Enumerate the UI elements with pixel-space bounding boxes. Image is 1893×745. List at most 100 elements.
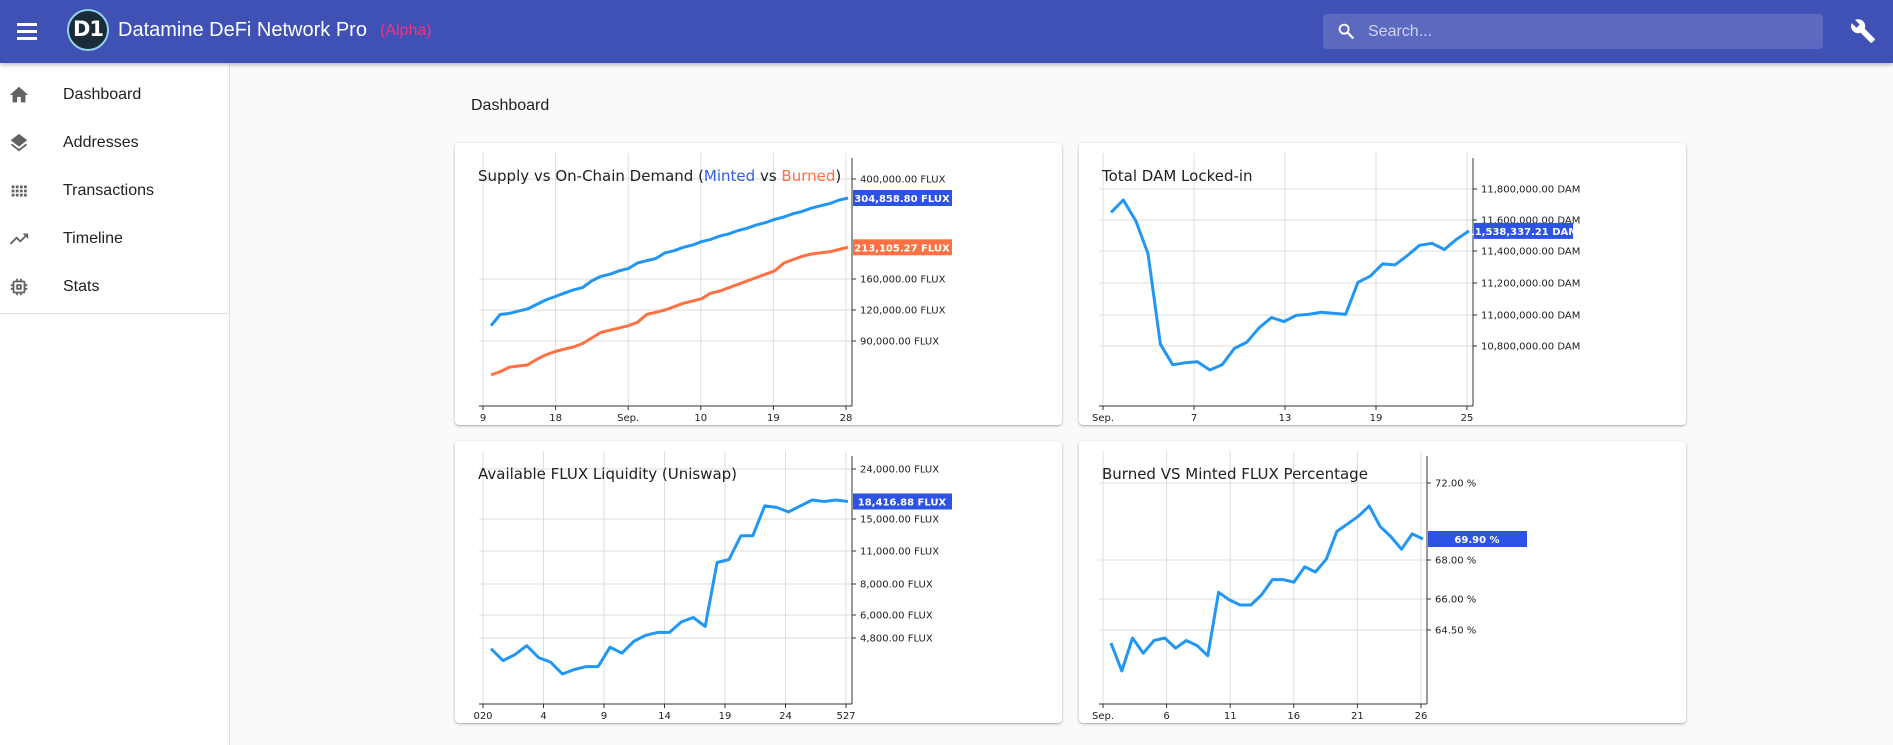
x-tick-label: 11 — [1224, 711, 1237, 722]
y-tick-label: 90,000.00 FLUX — [860, 337, 939, 348]
nav-item-stats[interactable]: Stats — [0, 263, 229, 311]
dam-locked-chart: Sep. 7 13 19 25 11,800,000.00 DAM 11,600,000.0… — [1092, 153, 1580, 424]
app-logo[interactable]: D1 — [67, 9, 109, 51]
chart-title-burned: Burned — [781, 167, 835, 185]
last-value-label: 304,858.80 FLUX — [854, 194, 950, 205]
search-input[interactable] — [1368, 14, 1808, 49]
y-tick-label: 64.50 % — [1435, 626, 1476, 637]
last-value-badge-bg — [1474, 222, 1573, 239]
x-tick-label: 28 — [840, 413, 853, 424]
last-value-badge-bg — [853, 190, 952, 206]
last-value-badge: 304,858.80 FLUX — [853, 190, 952, 206]
chip-icon — [10, 278, 28, 296]
last-value-label: 11,538,337.21 DAM — [1468, 227, 1578, 238]
series-line-value — [1109, 504, 1424, 673]
last-value-badge-bg — [853, 493, 952, 510]
x-tick-label: Sep. — [1092, 711, 1114, 722]
y-tick-label: 68.00 % — [1435, 556, 1476, 567]
last-value-label: 18,416.88 FLUX — [858, 497, 947, 508]
nav-item-label: Stats — [63, 278, 100, 295]
x-tick-label: 13 — [1279, 413, 1292, 424]
x-tick-label: 16 — [1287, 711, 1300, 722]
supply-demand-chart: 9 18 Sep. 10 19 28 400,000.00 FLUX 160,000.00 F… — [478, 153, 952, 424]
last-value-label: 213,105.27 FLUX — [854, 243, 950, 254]
menu-button[interactable] — [14, 18, 40, 44]
nav-item-timeline[interactable]: Timeline — [0, 215, 229, 263]
x-tick-label: 10 — [694, 413, 707, 424]
home-icon — [9, 86, 29, 103]
trending-up-icon — [9, 233, 29, 245]
x-tick-label: 24 — [779, 711, 792, 722]
nav-item-label: Addresses — [63, 134, 139, 151]
chart-title-pre: Supply vs On-Chain Demand ( — [478, 167, 704, 185]
series-line-value — [489, 498, 849, 676]
x-tick-label: 19 — [767, 413, 780, 424]
page-title: Dashboard — [471, 97, 550, 114]
last-value-label: 69.90 % — [1454, 535, 1499, 546]
chart-title: Supply vs On-Chain Demand (Minted vs Bur… — [478, 167, 841, 185]
y-tick-label: 400,000.00 FLUX — [860, 175, 946, 186]
chart-title-post: ) — [835, 167, 841, 185]
chart-title: Available FLUX Liquidity (Uniswap) — [478, 465, 737, 483]
y-tick-label: 11,600,000.00 DAM — [1481, 216, 1580, 227]
layers-icon — [10, 133, 28, 152]
card-supply-demand: 9 18 Sep. 10 19 28 400,000.00 FLUX 160,000.00 F… — [455, 143, 1062, 425]
series-line-minted — [489, 196, 849, 327]
x-tick-label: 6 — [1163, 711, 1169, 722]
x-tick-label: 18 — [549, 413, 562, 424]
x-tick-label: 19 — [719, 711, 732, 722]
nav-item-addresses[interactable]: Addresses — [0, 119, 229, 167]
card-flux-liquidity: 020 4 9 14 19 24 527 24,000.00 FLUX 15,000.00 FL… — [455, 441, 1062, 723]
alpha-badge: (Alpha) — [380, 22, 432, 39]
nav-list: Dashboard Addresses Transactions Timelin… — [0, 63, 229, 314]
x-tick-label: 020 — [473, 711, 492, 722]
card-dam-locked: Sep. 7 13 19 25 11,800,000.00 DAM 11,600,000.0… — [1079, 143, 1686, 425]
last-value-badge-bg — [853, 239, 952, 256]
last-value-badge: 11,538,337.21 DAM — [1468, 222, 1578, 239]
nav-item-dashboard[interactable]: Dashboard — [0, 71, 229, 119]
x-tick-label: 21 — [1351, 711, 1364, 722]
y-tick-label: 11,000,000.00 DAM — [1481, 311, 1580, 322]
x-tick-label: Sep. — [1092, 413, 1114, 424]
y-tick-label: 160,000.00 FLUX — [860, 275, 946, 286]
y-tick-label: 10,800,000.00 DAM — [1481, 342, 1580, 353]
series-line-burned — [490, 245, 849, 377]
x-tick-label: 19 — [1370, 413, 1383, 424]
series-line-value — [1109, 198, 1470, 372]
x-tick-label: 26 — [1415, 711, 1428, 722]
x-tick-label: 25 — [1461, 413, 1474, 424]
nav-drawer: Dashboard Addresses Transactions Timelin… — [0, 63, 230, 745]
grid-icon — [11, 185, 27, 197]
y-tick-label: 11,400,000.00 DAM — [1481, 247, 1580, 258]
y-tick-label: 15,000.00 FLUX — [860, 515, 939, 526]
chart-title: Burned VS Minted FLUX Percentage — [1102, 465, 1368, 483]
y-tick-label: 6,000.00 FLUX — [860, 611, 933, 622]
card-burned-minted-pct: Sep. 6 11 16 21 26 72.00 % 68.00 % 66.00 % 64.50 … — [1079, 441, 1686, 723]
chart-title-minted: Minted — [704, 167, 755, 185]
wrench-icon[interactable] — [1850, 18, 1876, 44]
search-box[interactable] — [1323, 14, 1823, 49]
last-value-badge: 213,105.27 FLUX — [853, 239, 952, 256]
nav-item-transactions[interactable]: Transactions — [0, 167, 229, 215]
y-tick-label: 11,200,000.00 DAM — [1481, 279, 1580, 290]
x-tick-label: 527 — [836, 711, 855, 722]
x-tick-label: 4 — [540, 711, 546, 722]
x-tick-label: Sep. — [617, 413, 639, 424]
y-tick-label: 66.00 % — [1435, 595, 1476, 606]
y-tick-label: 24,000.00 FLUX — [860, 465, 939, 476]
x-tick-label: 9 — [601, 711, 607, 722]
burned-minted-pct-chart: Sep. 6 11 16 21 26 72.00 % 68.00 % 66.00 % 64.50 … — [1092, 451, 1527, 722]
x-tick-label: 7 — [1191, 413, 1197, 424]
chart-title-mid: vs — [755, 167, 781, 185]
nav-item-label: Timeline — [63, 230, 123, 247]
flux-liquidity-chart: 020 4 9 14 19 24 527 24,000.00 FLUX 15,000.00 FL… — [473, 451, 952, 722]
y-tick-label: 4,800.00 FLUX — [860, 634, 933, 645]
nav-item-label: Transactions — [63, 182, 154, 199]
y-tick-label: 11,000.00 FLUX — [860, 547, 939, 558]
app-bar: D1 Datamine DeFi Network Pro (Alpha) — [0, 0, 1893, 63]
app-title: Datamine DeFi Network Pro — [118, 19, 367, 41]
last-value-badge-bg — [1428, 531, 1527, 547]
x-tick-label: 9 — [480, 413, 486, 424]
search-icon — [1338, 23, 1354, 39]
chart-title: Total DAM Locked-in — [1101, 167, 1253, 185]
